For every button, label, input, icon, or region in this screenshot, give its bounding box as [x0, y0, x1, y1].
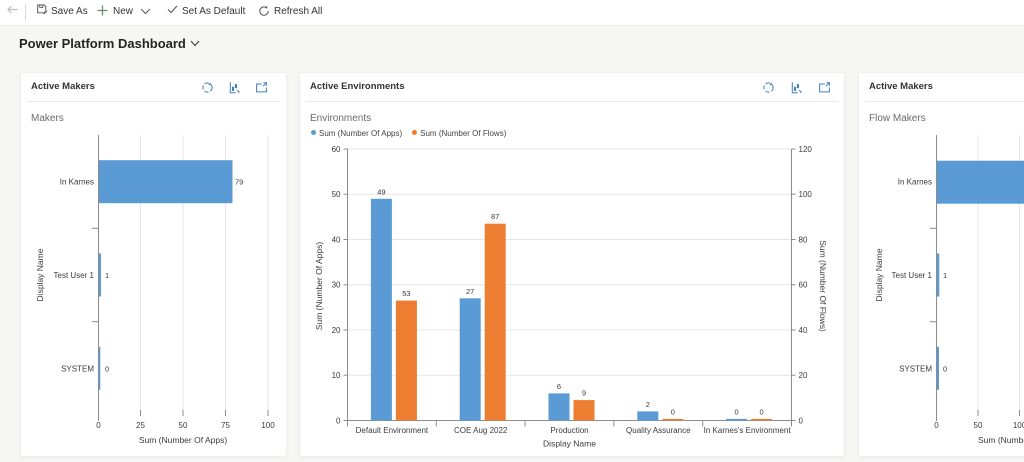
svg-text:6: 6 — [557, 382, 561, 391]
svg-text:1: 1 — [943, 271, 947, 280]
svg-text:Default Environment: Default Environment — [356, 426, 429, 435]
svg-text:40: 40 — [332, 235, 341, 244]
svg-text:40: 40 — [799, 326, 808, 335]
svg-text:60: 60 — [799, 281, 808, 290]
svg-text:20: 20 — [332, 326, 341, 335]
svg-text:75: 75 — [221, 421, 230, 430]
svg-text:27: 27 — [466, 287, 474, 296]
svg-text:SYSTEM: SYSTEM — [899, 364, 932, 373]
svg-text:Sum (Number Of Apps): Sum (Number Of Apps) — [139, 435, 228, 445]
svg-text:0: 0 — [735, 407, 739, 416]
svg-text:50: 50 — [332, 190, 341, 199]
svg-text:25: 25 — [136, 421, 145, 430]
svg-text:Display Name: Display Name — [874, 248, 884, 301]
svg-text:0: 0 — [934, 421, 939, 430]
svg-text:100: 100 — [1013, 421, 1024, 430]
svg-text:50: 50 — [974, 421, 983, 430]
svg-text:20: 20 — [799, 371, 808, 380]
svg-text:60: 60 — [332, 145, 341, 154]
svg-text:30: 30 — [332, 281, 341, 290]
svg-text:100: 100 — [261, 421, 275, 430]
svg-text:79: 79 — [235, 178, 243, 187]
svg-text:Production: Production — [550, 426, 588, 435]
svg-text:In Karnes's Environment: In Karnes's Environment — [704, 426, 792, 435]
svg-text:0: 0 — [671, 407, 675, 416]
svg-text:Sum (Number Of Apps): Sum (Number Of Apps) — [314, 242, 324, 331]
svg-text:Quality Assurance: Quality Assurance — [626, 426, 691, 435]
svg-text:0: 0 — [336, 416, 341, 425]
svg-text:Test User 1: Test User 1 — [54, 271, 95, 280]
svg-text:1: 1 — [105, 271, 109, 280]
svg-text:0: 0 — [799, 416, 804, 425]
svg-text:53: 53 — [402, 289, 410, 298]
svg-text:0: 0 — [760, 407, 764, 416]
svg-text:SYSTEM: SYSTEM — [61, 364, 94, 373]
svg-text:In Karnes: In Karnes — [898, 178, 932, 187]
svg-text:Sum (Number Of Flows): Sum (Number Of Flows) — [818, 240, 828, 332]
svg-text:80: 80 — [799, 235, 808, 244]
svg-text:9: 9 — [582, 389, 586, 398]
svg-text:Sum (Number Of Apps): Sum (Number Of Apps) — [978, 435, 1024, 445]
svg-text:Display Name: Display Name — [543, 439, 596, 449]
svg-text:In Karnes: In Karnes — [60, 178, 94, 187]
svg-text:50: 50 — [179, 421, 188, 430]
svg-text:0: 0 — [105, 364, 109, 373]
svg-text:100: 100 — [799, 190, 813, 199]
svg-text:120: 120 — [799, 145, 813, 154]
svg-text:49: 49 — [377, 187, 385, 196]
svg-text:Display Name: Display Name — [35, 248, 45, 301]
svg-text:COE Aug 2022: COE Aug 2022 — [454, 426, 508, 435]
svg-text:87: 87 — [491, 212, 499, 221]
svg-text:0: 0 — [943, 364, 947, 373]
svg-text:Test User 1: Test User 1 — [892, 271, 933, 280]
svg-text:10: 10 — [332, 371, 341, 380]
svg-text:2: 2 — [646, 400, 650, 409]
svg-text:0: 0 — [96, 421, 101, 430]
